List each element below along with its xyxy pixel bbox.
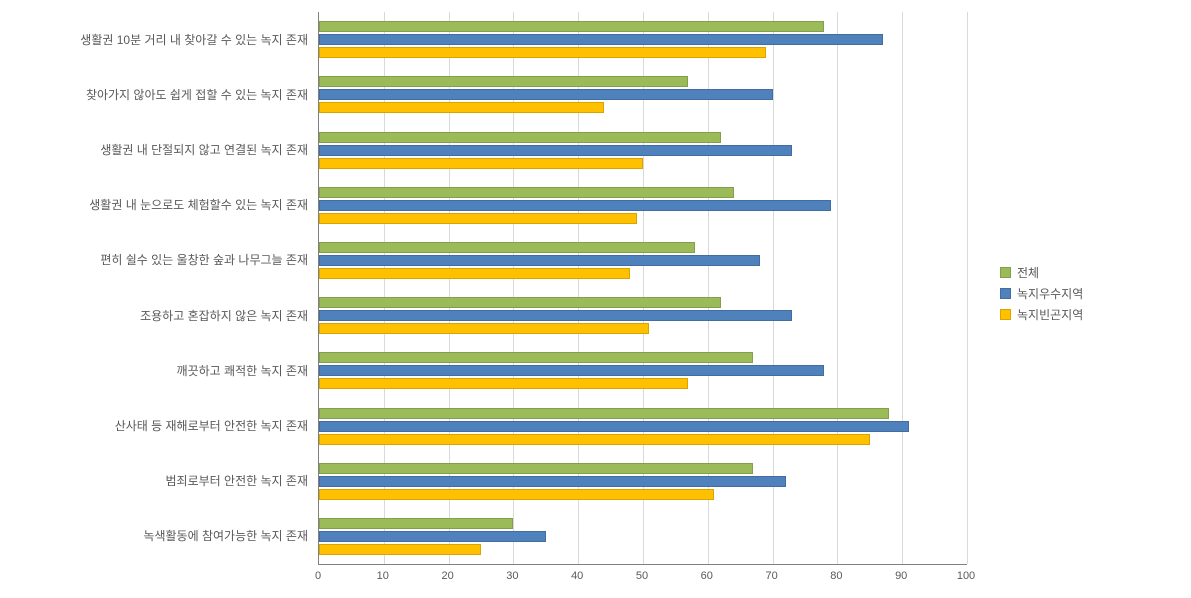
x-tick-label: 80 [830, 570, 842, 582]
bar-전체 [319, 132, 721, 143]
bar-전체 [319, 242, 695, 253]
x-tick-label: 30 [506, 570, 518, 582]
bar-전체 [319, 76, 688, 87]
bar-녹지빈곤지역 [319, 102, 604, 113]
bar-녹지우수지역 [319, 365, 824, 376]
bar-녹지빈곤지역 [319, 544, 481, 555]
legend-label: 전체 [1017, 264, 1039, 281]
category-label: 생활권 내 단절되지 않고 연결된 녹지 존재 [100, 144, 308, 156]
bar-전체 [319, 352, 753, 363]
category-label: 조용하고 혼잡하지 않은 녹지 존재 [140, 310, 308, 322]
bar-녹지빈곤지역 [319, 158, 643, 169]
legend-label: 녹지빈곤지역 [1017, 306, 1083, 323]
gridline [967, 12, 968, 564]
bar-녹지우수지역 [319, 421, 909, 432]
category-label: 범죄로부터 안전한 녹지 존재 [166, 475, 308, 487]
x-tick-label: 60 [701, 570, 713, 582]
bar-녹지빈곤지역 [319, 489, 714, 500]
x-tick-label: 70 [765, 570, 777, 582]
bar-녹지우수지역 [319, 255, 760, 266]
x-tick-label: 10 [377, 570, 389, 582]
bar-전체 [319, 21, 824, 32]
gridline [837, 12, 838, 564]
category-label: 녹색활동에 참여가능한 녹지 존재 [143, 530, 308, 542]
legend-item: 전체 [1000, 264, 1083, 281]
bar-녹지빈곤지역 [319, 434, 870, 445]
category-label: 생활권 내 눈으로도 체험할수 있는 녹지 존재 [89, 199, 308, 211]
legend-swatch [1000, 309, 1011, 320]
bar-녹지우수지역 [319, 531, 546, 542]
x-tick-label: 20 [441, 570, 453, 582]
x-tick-label: 50 [636, 570, 648, 582]
bar-녹지우수지역 [319, 34, 883, 45]
legend-label: 녹지우수지역 [1017, 285, 1083, 302]
x-tick-label: 100 [957, 570, 975, 582]
x-tick-label: 0 [315, 570, 321, 582]
gridline [902, 12, 903, 564]
legend-item: 녹지우수지역 [1000, 285, 1083, 302]
x-tick-label: 40 [571, 570, 583, 582]
bar-전체 [319, 518, 513, 529]
x-tick-label: 90 [895, 570, 907, 582]
bar-녹지우수지역 [319, 310, 792, 321]
legend-swatch [1000, 267, 1011, 278]
bar-녹지빈곤지역 [319, 268, 630, 279]
bar-전체 [319, 187, 734, 198]
category-label: 생활권 10분 거리 내 찾아갈 수 있는 녹지 존재 [80, 34, 308, 46]
legend-item: 녹지빈곤지역 [1000, 306, 1083, 323]
bar-녹지우수지역 [319, 89, 773, 100]
bar-녹지빈곤지역 [319, 323, 649, 334]
bar-녹지빈곤지역 [319, 213, 637, 224]
legend-swatch [1000, 288, 1011, 299]
bar-전체 [319, 463, 753, 474]
bar-전체 [319, 297, 721, 308]
bar-전체 [319, 408, 889, 419]
bar-녹지우수지역 [319, 145, 792, 156]
chart-stage: 생활권 10분 거리 내 찾아갈 수 있는 녹지 존재찾아가지 않아도 쉽게 접… [0, 0, 1191, 598]
y-axis-labels: 생활권 10분 거리 내 찾아갈 수 있는 녹지 존재찾아가지 않아도 쉽게 접… [0, 12, 308, 564]
plot-area [318, 12, 967, 565]
legend: 전체녹지우수지역녹지빈곤지역 [1000, 260, 1083, 327]
category-label: 깨끗하고 쾌적한 녹지 존재 [177, 365, 308, 377]
x-axis-ticks: 0102030405060708090100 [318, 570, 966, 586]
category-label: 산사태 등 재해로부터 안전한 녹지 존재 [115, 420, 308, 432]
bar-녹지우수지역 [319, 476, 786, 487]
category-label: 편히 쉴수 있는 울창한 숲과 나무그늘 존재 [100, 254, 308, 266]
category-label: 찾아가지 않아도 쉽게 접할 수 있는 녹지 존재 [86, 89, 308, 101]
bar-녹지빈곤지역 [319, 47, 766, 58]
bar-녹지우수지역 [319, 200, 831, 211]
bar-녹지빈곤지역 [319, 378, 688, 389]
